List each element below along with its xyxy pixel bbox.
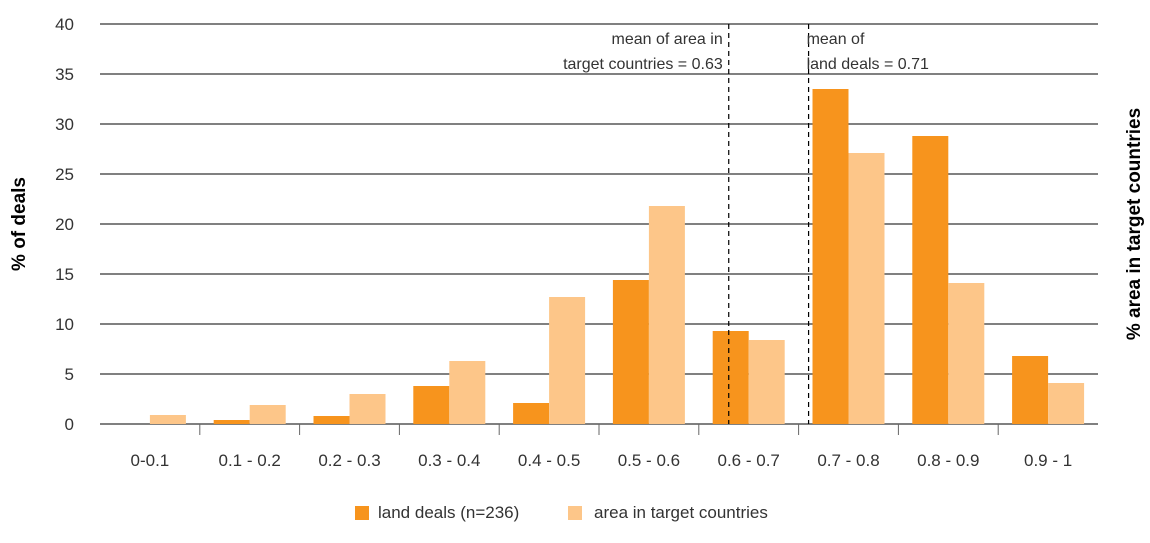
mean-annotation: target countries = 0.63 — [563, 56, 723, 73]
bar-land-deals — [712, 331, 749, 424]
x-tick-label: 0.7 - 0.8 — [817, 451, 879, 470]
mean-annotation: mean of — [807, 31, 865, 48]
x-tick-label: 0.8 - 0.9 — [917, 451, 979, 470]
y-tick-label: 5 — [65, 365, 74, 384]
bar-land-deals — [912, 136, 949, 424]
mean-annotation: mean of area in — [612, 31, 723, 48]
y-tick-label: 0 — [65, 415, 74, 434]
bar-area-target-countries — [349, 394, 386, 424]
bar-land-deals — [612, 280, 649, 424]
bar-land-deals — [313, 416, 350, 424]
legend-label-land-deals: land deals (n=236) — [378, 503, 519, 522]
bar-area-target-countries — [549, 297, 586, 424]
bar-area-target-countries — [149, 415, 186, 424]
bar-land-deals — [513, 403, 550, 424]
y-axis-title: % of deals — [9, 177, 30, 271]
x-tick-label: 0.4 - 0.5 — [518, 451, 580, 470]
x-tick-label: 0.1 - 0.2 — [219, 451, 281, 470]
bar-area-target-countries — [449, 361, 486, 424]
y-tick-label: 15 — [55, 265, 74, 284]
legend-label-area: area in target countries — [594, 503, 768, 522]
bar-land-deals — [812, 89, 849, 424]
x-tick-label: 0.6 - 0.7 — [718, 451, 780, 470]
bar-area-target-countries — [249, 405, 286, 424]
legend-swatch-land-deals — [355, 506, 369, 520]
bar-area-target-countries — [1048, 383, 1085, 424]
bar-area-target-countries — [848, 153, 885, 424]
y-axis-title-right: % area in target countries — [1124, 108, 1145, 340]
x-tick-label: 0.2 - 0.3 — [318, 451, 380, 470]
y-tick-label: 20 — [55, 215, 74, 234]
y-tick-label: 30 — [55, 115, 74, 134]
x-tick-label: 0.9 - 1 — [1024, 451, 1072, 470]
bar-land-deals — [413, 386, 450, 424]
bar-area-target-countries — [748, 340, 785, 424]
bar-land-deals — [213, 420, 250, 424]
x-tick-label: 0-0.1 — [131, 451, 170, 470]
y-tick-label: 25 — [55, 165, 74, 184]
mean-annotation: land deals = 0.71 — [807, 56, 929, 73]
y-tick-label: 35 — [55, 65, 74, 84]
y-tick-label: 10 — [55, 315, 74, 334]
bar-area-target-countries — [648, 206, 685, 424]
x-tick-label: 0.5 - 0.6 — [618, 451, 680, 470]
y-tick-label: 40 — [55, 15, 74, 34]
bar-area-target-countries — [948, 283, 985, 424]
bar-land-deals — [1012, 356, 1049, 424]
legend-swatch-area — [568, 506, 582, 520]
x-tick-label: 0.3 - 0.4 — [418, 451, 480, 470]
